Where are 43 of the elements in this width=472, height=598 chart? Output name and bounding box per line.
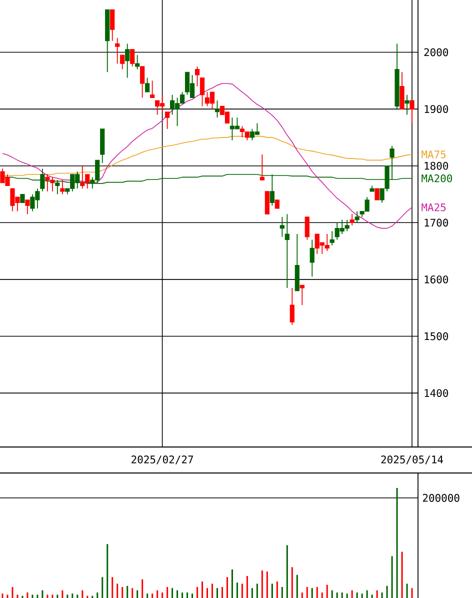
candlestick — [374, 188, 380, 200]
series-label: MA75 — [422, 150, 446, 158]
candlestick — [125, 43, 130, 78]
candlestick — [110, 9, 115, 42]
candlestick — [260, 154, 264, 180]
candlestick — [304, 216, 310, 240]
candlestick — [165, 111, 170, 130]
candlestick — [25, 199, 30, 215]
series-label: MA200 — [422, 174, 452, 182]
candlestick — [280, 216, 284, 238]
candlestick — [330, 230, 334, 246]
y-tick-label: 1800 — [424, 162, 448, 170]
y-tick-label: 1900 — [424, 105, 448, 113]
candlestick — [145, 77, 150, 92]
candlestick — [264, 190, 270, 215]
candlestick — [214, 100, 220, 118]
candlestick — [350, 214, 354, 226]
candlestick — [310, 239, 314, 278]
candlestick — [194, 66, 200, 87]
candlestick — [410, 100, 414, 124]
text: 200000 — [422, 494, 460, 502]
candlestick — [150, 80, 155, 98]
y-tick-label: 2000 — [424, 48, 448, 56]
candlestick — [400, 72, 404, 110]
candlestick — [200, 77, 205, 107]
candlestick — [354, 210, 360, 224]
candlestick — [284, 214, 290, 288]
y-tick-label: 1500 — [424, 332, 448, 340]
candlestick — [115, 38, 120, 64]
candlestick — [140, 66, 145, 98]
x-tick-label: 2025/05/14 — [381, 456, 443, 464]
candlestick — [135, 54, 140, 70]
x-tick-label: 2025/02/27 — [132, 456, 193, 464]
candlestick — [120, 54, 125, 70]
y-tick-label: 1700 — [424, 218, 448, 227]
y-tick-label: 1600 — [424, 275, 448, 284]
y-tick-label: 1400 — [424, 389, 448, 397]
candlestick — [404, 94, 410, 116]
candlestick — [60, 180, 65, 195]
series-label: MA25 — [422, 203, 446, 212]
candlestick — [130, 48, 135, 67]
candlestick — [300, 284, 304, 306]
candlestick — [290, 288, 294, 326]
